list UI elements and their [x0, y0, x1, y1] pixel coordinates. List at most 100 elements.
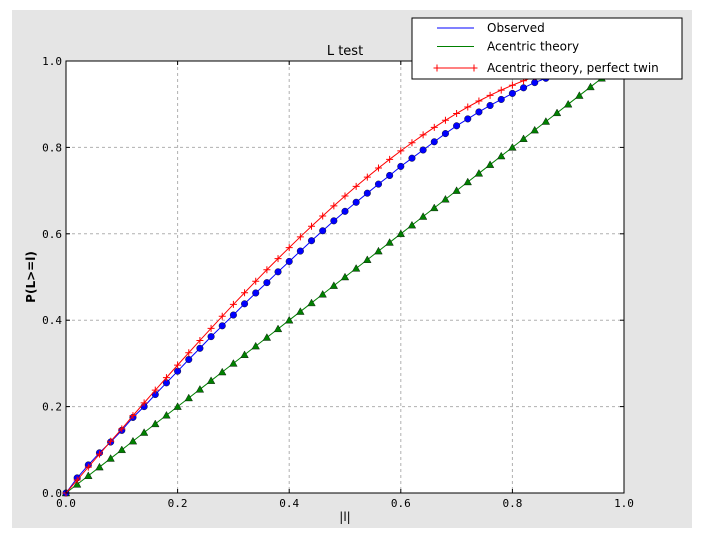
data-point-circle [508, 89, 516, 97]
data-point-plus [196, 336, 204, 344]
data-point-triangle [385, 238, 394, 246]
data-point-circle [196, 344, 204, 352]
data-point-circle [531, 79, 539, 87]
data-point-triangle [552, 108, 562, 117]
data-point-triangle [564, 99, 573, 108]
x-tick-label: 0.2 [168, 497, 188, 510]
data-point-triangle [73, 480, 82, 488]
data-point-triangle [352, 264, 361, 272]
data-point-triangle [139, 428, 149, 436]
data-point-plus [508, 81, 516, 89]
data-point-circle [352, 198, 360, 206]
data-point-triangle [95, 462, 104, 471]
data-point-triangle [206, 376, 216, 384]
data-point-plus [107, 437, 115, 445]
data-point-circle [330, 217, 338, 225]
data-point-circle [497, 95, 505, 103]
legend-label: Observed [487, 21, 545, 35]
data-point-triangle [396, 229, 405, 238]
data-point-plus [352, 182, 360, 190]
data-point-triangle [485, 160, 495, 168]
legend: Observed Acentric theory Acentric theory, … [411, 17, 683, 80]
data-point-circle [486, 101, 494, 109]
data-point-circle [285, 257, 293, 265]
data-point-plus [185, 349, 193, 357]
data-point-triangle [329, 281, 338, 289]
data-point-triangle [430, 203, 439, 212]
data-point-circle [296, 247, 304, 255]
data-point-triangle [418, 212, 428, 220]
data-point-triangle [162, 411, 171, 419]
data-point-plus [470, 64, 478, 72]
data-point-triangle [218, 367, 227, 376]
x-tick-label: 0.6 [391, 497, 411, 510]
y-tick-label: 0.0 [42, 487, 62, 500]
data-point-triangle [184, 393, 193, 402]
data-point-circle [207, 333, 215, 341]
data-point-triangle [84, 471, 93, 479]
plot-frame [65, 60, 625, 494]
data-point-plus [497, 86, 505, 94]
data-point-triangle [195, 385, 205, 393]
data-point-circle [308, 237, 316, 245]
y-tick-label: 0.8 [42, 141, 62, 154]
data-point-plus [363, 173, 371, 181]
data-point-triangle [363, 255, 372, 263]
data-point-triangle [229, 359, 238, 367]
data-point-plus [341, 192, 349, 200]
data-point-plus [419, 131, 427, 139]
data-point-plus [140, 399, 148, 407]
data-point-plus [475, 97, 483, 105]
grid [66, 61, 624, 493]
legend-item: Acentric theory, perfect twin [433, 61, 659, 75]
data-point-triangle [508, 143, 517, 151]
data-point-circle [419, 146, 427, 154]
data-point-plus [73, 476, 81, 484]
legend-label: Acentric theory [487, 40, 579, 54]
data-point-circle [363, 189, 371, 197]
data-point-triangle [251, 341, 260, 350]
series-acentric-theory [62, 61, 628, 497]
x-tick-label: 0.0 [56, 497, 76, 510]
data-point-circle [241, 300, 249, 308]
data-point-circle [520, 84, 528, 92]
data-point-plus [441, 116, 449, 124]
legend-item: Observed [437, 21, 545, 35]
data-point-circle [218, 322, 226, 330]
y-axis-label: P(L>=l) [24, 251, 38, 303]
data-point-circle [453, 122, 461, 130]
data-point-plus [151, 386, 159, 394]
data-point-triangle [128, 436, 138, 445]
data-point-triangle [240, 350, 249, 358]
data-point-triangle [497, 151, 506, 160]
data-point-circle [430, 138, 438, 146]
data-point-plus [397, 147, 405, 155]
data-point-triangle [586, 82, 595, 91]
data-point-plus [84, 463, 92, 471]
legend-item: Acentric theory [437, 40, 579, 54]
data-point-circle [252, 289, 260, 297]
data-point-circle [229, 311, 237, 319]
y-tick-label: 0.6 [42, 228, 62, 241]
x-tick-label: 1.0 [614, 497, 634, 510]
data-point-plus [330, 202, 338, 210]
x-tick-label: 0.8 [502, 497, 522, 510]
data-point-triangle [318, 290, 327, 298]
data-point-circle [408, 154, 416, 162]
data-point-triangle [407, 220, 417, 229]
data-point-plus [263, 266, 271, 274]
data-point-plus [453, 109, 461, 117]
data-point-circle [374, 180, 382, 188]
data-point-plus [274, 255, 282, 263]
data-point-plus [162, 374, 170, 382]
data-point-triangle [106, 454, 115, 462]
data-point-triangle [296, 307, 305, 315]
data-point-triangle [151, 419, 160, 428]
data-point-plus [95, 450, 103, 458]
x-tick-label: 0.4 [279, 497, 299, 510]
data-point-triangle [340, 272, 350, 281]
data-point-plus [296, 233, 304, 241]
data-point-circle [341, 207, 349, 215]
data-point-plus [464, 103, 472, 111]
